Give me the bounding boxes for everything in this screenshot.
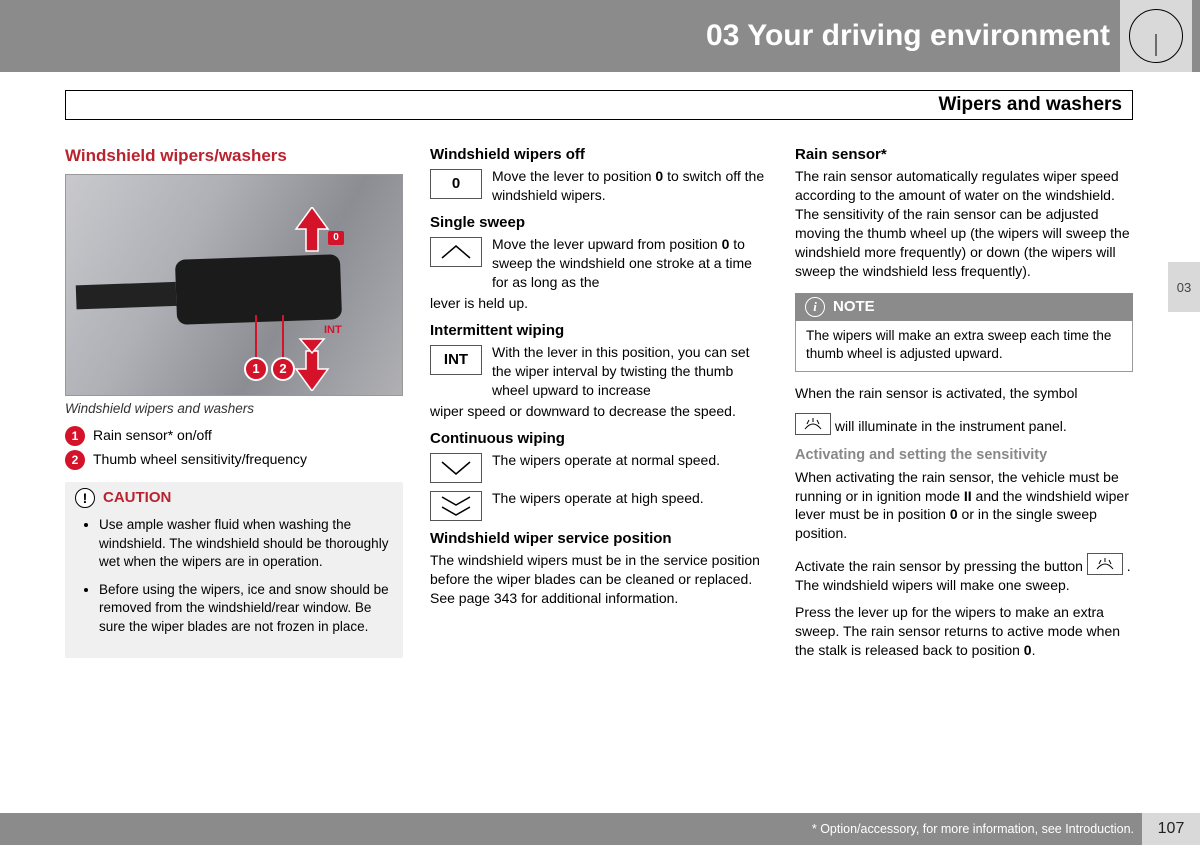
column-1: Windshield wipers/washers 0 INT 1 2 Wind… <box>65 145 403 668</box>
legend-text-1: Rain sensor* on/off <box>93 426 212 445</box>
activated-line2: will illuminate in the instrument panel. <box>795 411 1133 436</box>
activated-line1: When the rain sensor is activated, the s… <box>795 384 1133 403</box>
note-body: The wipers will make an extra sweep each… <box>795 321 1133 372</box>
caution-item-1: Use ample washer fluid when washing the … <box>99 516 389 571</box>
chapter-title: 03 Your driving environment <box>706 19 1110 53</box>
rain-heading: Rain sensor* <box>795 145 1133 165</box>
act-text-3: Press the lever up for the wipers to mak… <box>795 603 1133 660</box>
caution-header: ! CAUTION <box>65 482 403 512</box>
section-title: Wipers and washers <box>65 90 1133 120</box>
act-text-1: When activating the rain sensor, the veh… <box>795 468 1133 544</box>
mode-off-icon: 0 <box>430 169 482 199</box>
cont-heading: Continuous wiping <box>430 429 768 449</box>
rain-sensor-symbol-icon <box>795 413 831 435</box>
callout-1: 1 <box>244 357 268 381</box>
caution-box: ! CAUTION Use ample washer fluid when wa… <box>65 482 403 658</box>
caution-item-2: Before using the wipers, ice and snow sh… <box>99 581 389 636</box>
off-text: Move the lever to position 0 to switch o… <box>492 167 768 205</box>
activated-line2-text: will illuminate in the instrument panel. <box>835 418 1067 434</box>
cont-text-2: The wipers operate at high speed. <box>492 489 768 508</box>
footer: * Option/accessory, for more information… <box>0 813 1200 845</box>
exclamation-icon: ! <box>75 488 95 508</box>
act-text-2: Activate the rain sensor by pressing the… <box>795 551 1133 595</box>
single-heading: Single sweep <box>430 213 768 233</box>
col1-heading: Windshield wipers/washers <box>65 145 403 168</box>
legend-row-2: 2 Thumb wheel sensitivity/frequency <box>65 450 403 470</box>
legend-text-2: Thumb wheel sensitivity/frequency <box>93 450 307 469</box>
caution-body: Use ample washer fluid when washing the … <box>65 512 403 657</box>
rain-text: The rain sensor automatically regulates … <box>795 167 1133 280</box>
info-icon: i <box>805 297 825 317</box>
int-text-cont: wiper speed or downward to decrease the … <box>430 402 768 421</box>
mode-high-icon <box>430 491 482 521</box>
column-2: Windshield wipers off 0 Move the lever t… <box>430 145 768 668</box>
column-3: Rain sensor* The rain sensor automatical… <box>795 145 1133 668</box>
footnote: * Option/accessory, for more information… <box>812 822 1134 836</box>
int-heading: Intermittent wiping <box>430 321 768 341</box>
cont-text-1: The wipers operate at normal speed. <box>492 451 768 470</box>
mode-int-icon: INT <box>430 345 482 375</box>
chapter-name: Your driving environment <box>747 19 1110 52</box>
arrow-up-icon <box>294 207 330 255</box>
figure-caption: Windshield wipers and washers <box>65 400 403 418</box>
note-title: NOTE <box>833 297 875 317</box>
side-tab: 03 <box>1168 262 1200 312</box>
note-box: i NOTE The wipers will make an extra swe… <box>795 293 1133 373</box>
int-text: With the lever in this position, you can… <box>492 343 768 400</box>
svc-text: The windshield wipers must be in the ser… <box>430 551 768 608</box>
page-number: 107 <box>1142 813 1200 845</box>
note-header: i NOTE <box>795 293 1133 321</box>
svc-heading: Windshield wiper service position <box>430 529 768 549</box>
legend-badge-2: 2 <box>65 450 85 470</box>
off-heading: Windshield wipers off <box>430 145 768 165</box>
content-columns: Windshield wipers/washers 0 INT 1 2 Wind… <box>65 145 1133 668</box>
single-text-cont: lever is held up. <box>430 294 768 313</box>
chapter-header: 03 Your driving environment <box>0 0 1200 72</box>
activating-heading: Activating and setting the sensitivity <box>795 446 1133 466</box>
legend-badge-1: 1 <box>65 426 85 446</box>
mode-normal-icon <box>430 453 482 483</box>
position-zero-label: 0 <box>328 231 344 245</box>
gauge-icon <box>1120 0 1192 72</box>
legend-row-1: 1 Rain sensor* on/off <box>65 426 403 446</box>
chapter-number: 03 <box>706 19 739 52</box>
rain-sensor-button-icon <box>1087 553 1123 575</box>
int-label: INT <box>324 323 342 338</box>
wiper-stalk-figure: 0 INT 1 2 <box>65 174 403 396</box>
arrow-down-icon <box>294 335 330 391</box>
single-text: Move the lever upward from position 0 to… <box>492 235 768 292</box>
caution-title: CAUTION <box>103 488 171 508</box>
mode-single-icon <box>430 237 482 267</box>
callout-2: 2 <box>271 357 295 381</box>
